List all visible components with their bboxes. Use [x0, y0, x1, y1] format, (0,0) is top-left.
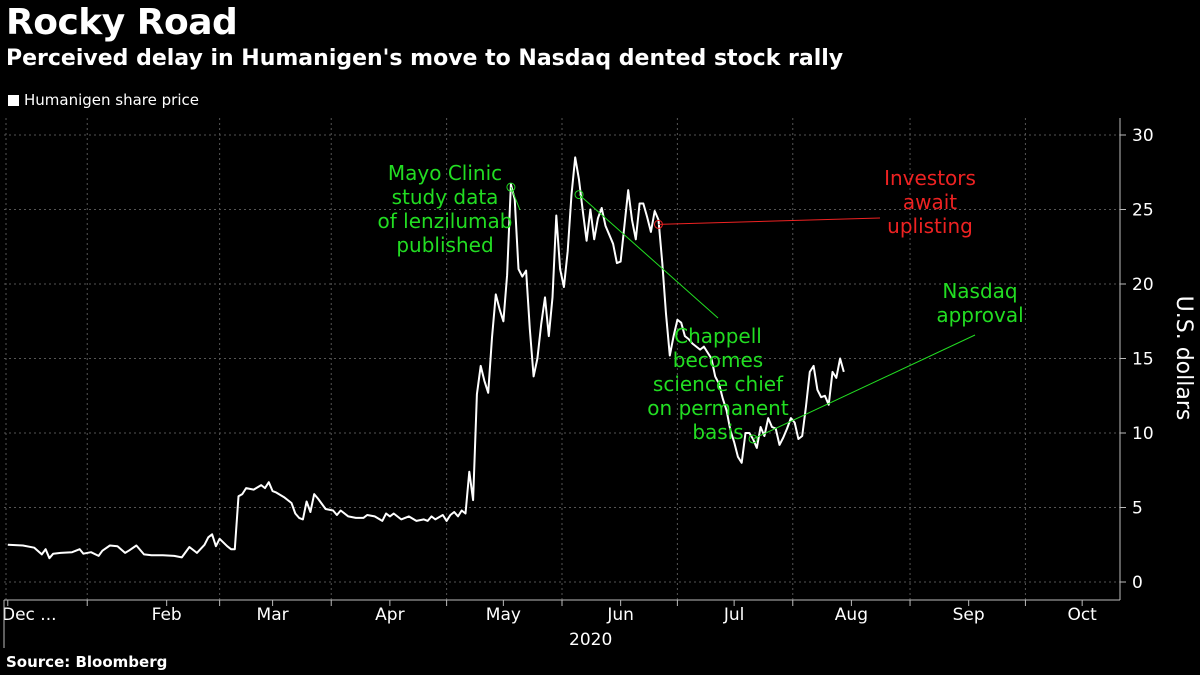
- annotation-text: Mayo Clinic: [388, 161, 502, 185]
- legend-swatch: [8, 94, 19, 106]
- y-axis-label: U.S. dollars: [1171, 296, 1196, 421]
- x-tick-label: Aug: [835, 605, 868, 625]
- axes: 0 5 10 15 20 25 30 Dec ... Feb Mar Apr May Jun Jul Aug…: [2, 118, 1196, 650]
- annotation-text: Investors: [884, 166, 976, 190]
- legend-label: Humanigen share price: [24, 91, 199, 109]
- annotation-marker: [748, 434, 758, 444]
- x-tick-label: May: [486, 605, 521, 625]
- annotation-text: of lenzilumab: [378, 209, 513, 233]
- annotation-leader: [658, 217, 881, 225]
- y-tick-label: 30: [1132, 126, 1154, 146]
- annotation-text: on permanent: [647, 396, 789, 420]
- annotation-leader: [578, 194, 719, 319]
- annotation-marker: [653, 219, 663, 229]
- annotation-marker: [506, 182, 516, 192]
- annotation-text: Nasdaq: [942, 279, 1017, 303]
- y-tick-label: 15: [1132, 350, 1154, 370]
- annotation-text: basis: [692, 420, 743, 444]
- y-tick-label: 25: [1132, 201, 1154, 221]
- annotation-text: Chappell: [674, 324, 762, 348]
- annotation-text: study data: [392, 185, 499, 209]
- y-tick-label: 20: [1132, 275, 1154, 295]
- annotation-text: uplisting: [887, 214, 973, 238]
- x-tick-label: Apr: [375, 605, 404, 625]
- chart-subtitle: Perceived delay in Humanigen's move to N…: [6, 46, 844, 71]
- y-tick-label: 10: [1132, 424, 1154, 444]
- series-layer: [7, 156, 845, 560]
- y-tick-label: 0: [1132, 573, 1143, 593]
- annotation-leader: [752, 334, 976, 440]
- x-tick-label: Feb: [152, 605, 182, 625]
- chart-title: Rocky Road: [6, 2, 238, 43]
- x-tick-label: Oct: [1067, 605, 1097, 625]
- x-tick-label: Sep: [953, 605, 985, 625]
- annotation-marker: [574, 190, 584, 200]
- annotation-text: await: [903, 190, 957, 214]
- x-tick-label: Jul: [723, 605, 745, 625]
- x-tick-label: Dec ...: [2, 605, 57, 625]
- legend: Humanigen share price: [8, 91, 199, 109]
- annotation-text: science chief: [653, 372, 784, 396]
- x-tick-label: Mar: [257, 605, 289, 625]
- annotation-text: approval: [936, 303, 1023, 327]
- annotation-text: becomes: [673, 348, 763, 372]
- series-line-humanigen: [7, 156, 845, 560]
- y-tick-label: 5: [1132, 499, 1143, 519]
- annotation-text: published: [396, 233, 493, 257]
- grid: [4, 118, 1120, 600]
- x-axis-year-label: 2020: [569, 630, 612, 650]
- x-tick-label: Jun: [606, 605, 634, 625]
- source-note: Source: Bloomberg: [6, 653, 168, 671]
